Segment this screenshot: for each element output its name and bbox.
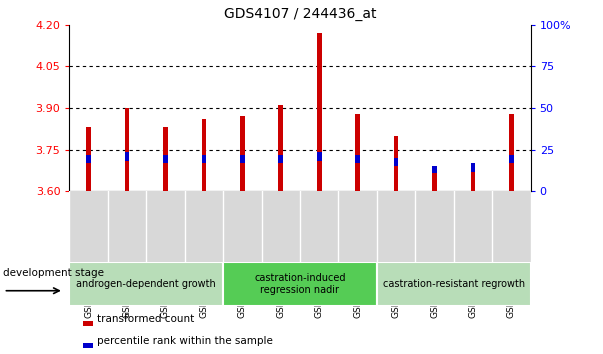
Bar <box>240 155 245 164</box>
Bar <box>317 33 321 191</box>
Bar <box>83 343 93 348</box>
Bar <box>509 114 514 191</box>
Bar <box>279 105 283 191</box>
Bar <box>86 127 91 191</box>
Bar <box>223 262 377 306</box>
Bar <box>432 166 437 173</box>
Bar <box>394 158 399 166</box>
Title: GDS4107 / 244436_at: GDS4107 / 244436_at <box>224 7 376 21</box>
Bar <box>432 169 437 191</box>
Bar <box>125 152 129 161</box>
Bar <box>355 114 360 191</box>
Bar <box>69 262 223 306</box>
Bar <box>163 155 168 164</box>
Text: development stage: development stage <box>4 268 104 278</box>
Text: transformed count: transformed count <box>97 314 194 324</box>
Text: androgen-dependent growth: androgen-dependent growth <box>77 279 216 289</box>
Bar <box>471 164 475 172</box>
Bar <box>125 108 129 191</box>
Bar <box>509 155 514 164</box>
Bar <box>201 119 206 191</box>
Bar <box>163 127 168 191</box>
Bar <box>317 152 321 161</box>
Bar <box>355 155 360 164</box>
Text: castration-resistant regrowth: castration-resistant regrowth <box>383 279 525 289</box>
Bar <box>471 169 475 191</box>
Bar <box>201 155 206 164</box>
Bar <box>377 262 531 306</box>
Bar <box>240 116 245 191</box>
Bar <box>394 136 399 191</box>
Bar <box>279 155 283 164</box>
Text: castration-induced
regression nadir: castration-induced regression nadir <box>254 273 346 295</box>
Bar <box>86 155 91 164</box>
Text: percentile rank within the sample: percentile rank within the sample <box>97 336 273 346</box>
Bar <box>83 321 93 326</box>
